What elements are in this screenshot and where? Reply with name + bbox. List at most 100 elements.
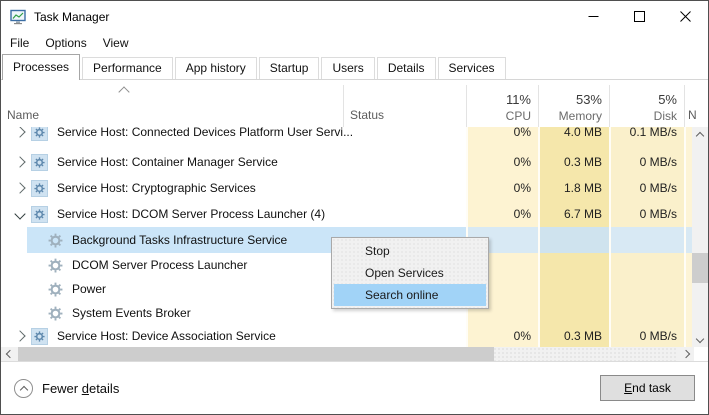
- maximize-button[interactable]: [616, 1, 662, 32]
- close-icon: [679, 11, 691, 22]
- column-header-disk[interactable]: 5% Disk: [609, 92, 677, 123]
- network-cell: [684, 127, 694, 149]
- memory-cell: 0.3 MB: [538, 325, 609, 347]
- end-task-button[interactable]: End task: [600, 375, 695, 401]
- horizontal-scrollbar-thumb[interactable]: [18, 347, 494, 361]
- fewer-details-toggle[interactable]: Fewer details: [14, 378, 119, 398]
- disk-cell: 0.1 MB/s: [609, 127, 684, 149]
- column-divider[interactable]: [538, 85, 539, 127]
- collapse-toggle[interactable]: [9, 208, 31, 220]
- scroll-right-button[interactable]: [677, 347, 694, 361]
- vertical-scrollbar[interactable]: [692, 127, 708, 347]
- menu-bar: File Options View: [1, 32, 708, 54]
- column-divider[interactable]: [343, 85, 344, 127]
- process-name: Service Host: Container Manager Service: [57, 155, 278, 169]
- table-row[interactable]: Service Host: Cryptographic Services 0% …: [1, 175, 694, 201]
- status-cell: [343, 175, 466, 201]
- chevron-down-icon: [14, 208, 26, 220]
- context-menu: Stop Open Services Search online: [331, 237, 489, 309]
- title-bar[interactable]: Task Manager: [1, 1, 708, 32]
- expand-toggle[interactable]: [9, 182, 31, 194]
- name-cell: Service Host: Container Manager Service: [1, 149, 343, 175]
- tab-app-history[interactable]: App history: [174, 57, 257, 79]
- cpu-cell: 0%: [466, 201, 538, 227]
- tab-details[interactable]: Details: [376, 57, 436, 79]
- tab-performance[interactable]: Performance: [82, 57, 173, 79]
- context-menu-item-search-online[interactable]: Search online: [334, 284, 486, 306]
- menu-view[interactable]: View: [102, 36, 129, 50]
- column-header-row: Name Status 11% CPU 53% Memory 5% Disk N: [1, 80, 708, 127]
- table-row[interactable]: Service Host: Connected Devices Platform…: [1, 127, 694, 149]
- close-button[interactable]: [662, 1, 708, 32]
- tab-startup[interactable]: Startup: [258, 57, 320, 79]
- disk-cell: 0 MB/s: [609, 201, 684, 227]
- context-menu-item-open-services[interactable]: Open Services: [365, 266, 444, 280]
- horizontal-scrollbar[interactable]: [1, 347, 694, 361]
- scroll-up-button[interactable]: [692, 127, 708, 144]
- service-gear-icon: [48, 306, 63, 321]
- expand-toggle[interactable]: [9, 156, 31, 168]
- network-cell: [684, 277, 694, 301]
- process-name: System Events Broker: [72, 306, 191, 320]
- service-host-gear-icon: [31, 153, 48, 171]
- memory-label: Memory: [558, 109, 602, 123]
- sort-ascending-icon: [118, 86, 130, 98]
- service-gear-icon: [48, 282, 63, 297]
- network-cell: [684, 201, 694, 227]
- column-header-cpu[interactable]: 11% CPU: [466, 92, 531, 123]
- tab-processes[interactable]: Processes: [2, 54, 81, 80]
- column-divider[interactable]: [466, 85, 467, 127]
- cpu-cell: 0%: [466, 175, 538, 201]
- collapse-circle-icon: [14, 378, 33, 398]
- minimize-button[interactable]: [570, 1, 616, 32]
- memory-cell: [538, 227, 609, 253]
- column-header-memory[interactable]: 53% Memory: [538, 92, 602, 123]
- chevron-left-icon: [5, 349, 14, 359]
- vertical-scrollbar-thumb[interactable]: [692, 253, 708, 283]
- column-header-network-partial[interactable]: N: [688, 108, 696, 122]
- maximize-icon: [633, 11, 645, 22]
- memory-cell: 1.8 MB: [538, 175, 609, 201]
- tab-services[interactable]: Services: [437, 57, 506, 79]
- process-name: Background Tasks Infrastructure Service: [72, 233, 288, 247]
- column-header-status[interactable]: Status: [350, 108, 385, 122]
- tab-users[interactable]: Users: [321, 57, 375, 79]
- app-icon: [10, 9, 26, 24]
- service-gear-icon: [48, 233, 63, 248]
- tab-strip: Processes Performance App history Startu…: [1, 54, 708, 80]
- expand-toggle[interactable]: [9, 330, 31, 342]
- table-row[interactable]: Service Host: Device Association Service…: [1, 325, 694, 347]
- status-cell: [343, 325, 466, 347]
- table-row[interactable]: System Events Broker: [1, 301, 694, 325]
- status-cell: [343, 201, 466, 227]
- menu-options[interactable]: Options: [45, 36, 87, 50]
- scroll-left-button[interactable]: [1, 347, 18, 361]
- table-row[interactable]: Service Host: Container Manager Service …: [1, 149, 694, 175]
- chevron-up-icon: [695, 131, 705, 140]
- column-divider[interactable]: [609, 85, 610, 127]
- name-cell: Service Host: Connected Devices Platform…: [1, 127, 353, 149]
- memory-cell: [538, 253, 609, 277]
- context-menu-item-stop[interactable]: Stop: [365, 244, 390, 258]
- scroll-down-button[interactable]: [692, 330, 708, 347]
- process-name: Service Host: Cryptographic Services: [57, 181, 256, 195]
- network-cell: [684, 301, 694, 325]
- column-header-name[interactable]: Name: [7, 108, 40, 122]
- cpu-cell: 0%: [466, 149, 538, 175]
- column-divider[interactable]: [684, 85, 685, 127]
- chevron-right-icon: [14, 330, 26, 342]
- table-row[interactable]: Service Host: DCOM Server Process Launch…: [1, 201, 694, 227]
- expand-toggle[interactable]: [9, 127, 31, 138]
- chevron-up-icon: [19, 385, 28, 394]
- disk-cell: [609, 253, 684, 277]
- disk-cell: 0 MB/s: [609, 325, 684, 347]
- chevron-right-icon: [14, 156, 26, 168]
- status-cell: [343, 149, 466, 175]
- disk-total-percent: 5%: [658, 92, 677, 107]
- name-cell: Service Host: DCOM Server Process Launch…: [1, 201, 343, 227]
- name-cell: Power: [1, 277, 343, 301]
- menu-file[interactable]: File: [10, 36, 30, 50]
- process-name: Power: [72, 282, 107, 296]
- minimize-icon: [588, 16, 598, 17]
- name-cell: Background Tasks Infrastructure Service: [1, 227, 343, 253]
